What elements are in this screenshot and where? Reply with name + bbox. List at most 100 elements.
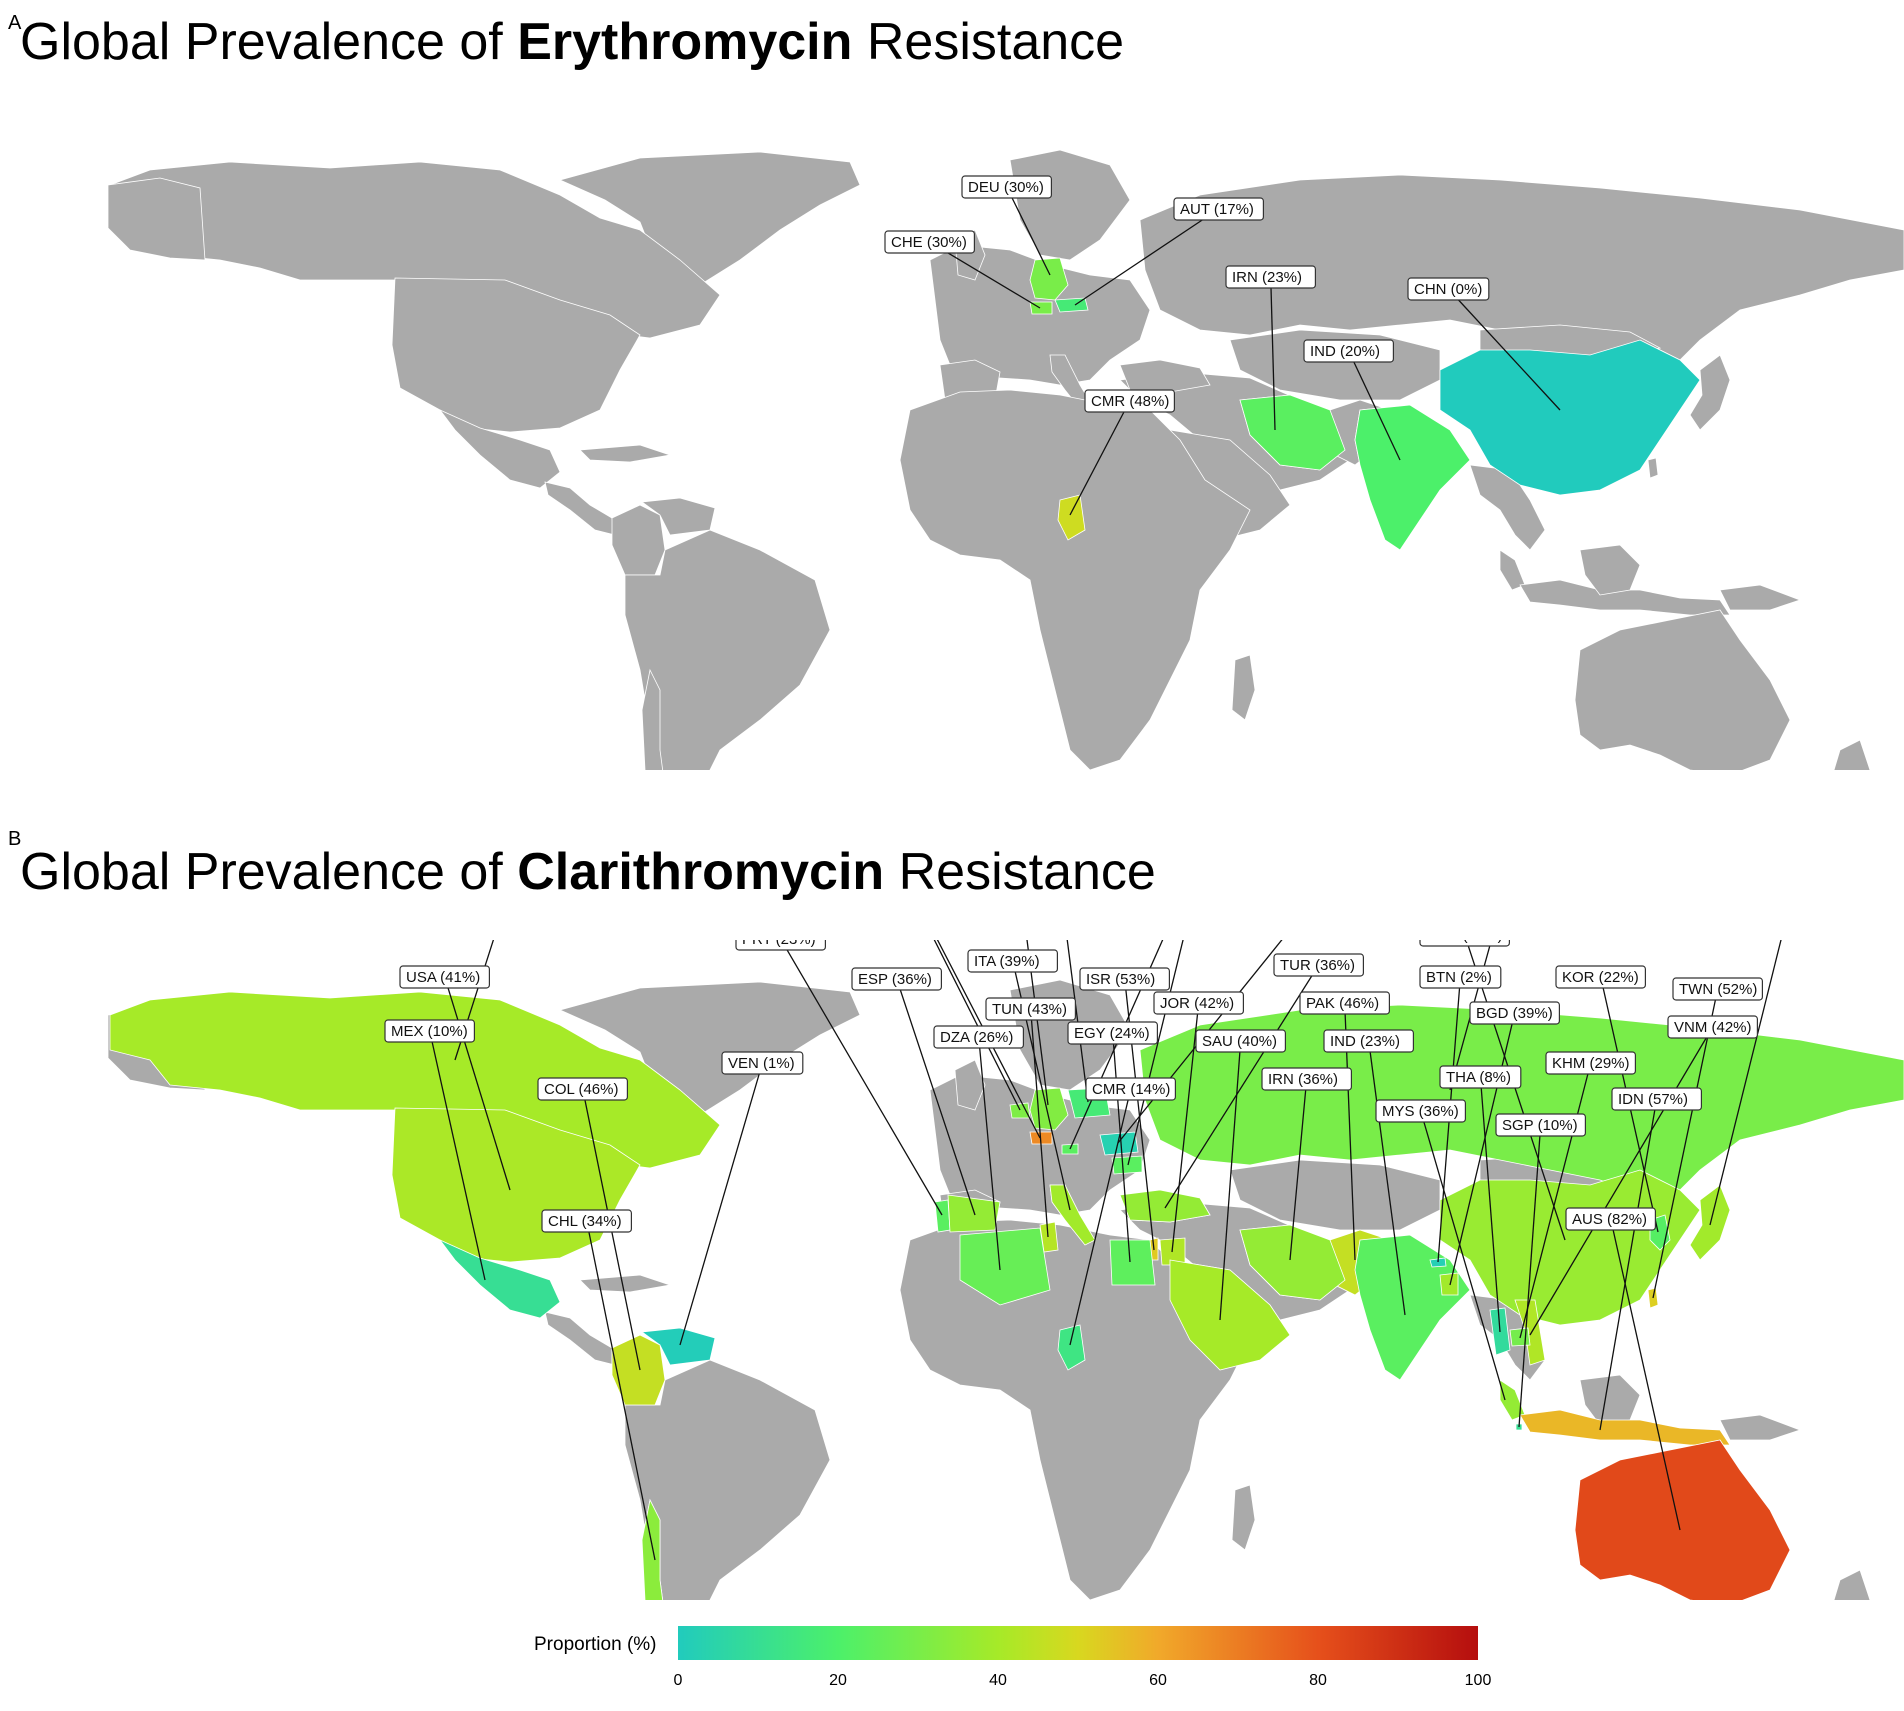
label-box — [1067, 1021, 1159, 1045]
label-text: AUS (82%) — [1572, 1211, 1647, 1228]
country-ita[interactable] — [1049, 1184, 1096, 1246]
leader-line-rou — [1117, 940, 1283, 1144]
panel-b-title-pre: Global Prevalence of — [20, 843, 518, 901]
land-png — [1719, 1414, 1802, 1441]
land-grl — [558, 981, 861, 1123]
label-text: COL (46%) — [544, 1081, 618, 1098]
country-mys[interactable] — [1499, 1379, 1526, 1421]
country-rou[interactable] — [1099, 1131, 1139, 1156]
country-aus[interactable] — [1574, 1439, 1791, 1600]
leader-line-tur — [1164, 964, 1320, 1209]
country-label-chn: CHN (37%) — [1419, 940, 1510, 947]
land-col — [611, 504, 666, 576]
land-twn — [1647, 457, 1659, 479]
label-text: CHN (37%) — [1426, 940, 1503, 944]
label-box — [985, 997, 1077, 1021]
country-col[interactable] — [611, 1334, 666, 1406]
label-box — [884, 230, 976, 254]
country-label-sgp: SGP (10%) — [1495, 1113, 1587, 1137]
land-uk — [954, 1059, 986, 1111]
leader-line-ind — [1348, 350, 1401, 461]
legend-tick-20: 20 — [829, 1672, 847, 1689]
label-box — [851, 967, 943, 991]
label-text: DZA (26%) — [940, 1029, 1013, 1046]
land-nz — [1833, 1569, 1871, 1600]
leader-line-mex — [429, 1030, 486, 1281]
land-nz — [1833, 739, 1871, 770]
label-box — [1495, 1113, 1587, 1137]
leader-line-irn — [1289, 1078, 1308, 1261]
country-label-deu: DEU (30%) — [961, 175, 1053, 199]
country-irn[interactable] — [1239, 394, 1346, 471]
country-label-irn: IRN (36%) — [1261, 1067, 1353, 1091]
country-label-idn: IDN (57%) — [1611, 1087, 1703, 1111]
country-bgd[interactable] — [1439, 1272, 1459, 1296]
label-box — [537, 1077, 629, 1101]
country-egy[interactable] — [1109, 1239, 1156, 1286]
panel-b-world-map: CAN (40%)USA (41%)MEX (10%)VEN (1%)COL (… — [107, 940, 1904, 1600]
label-text: ISR (53%) — [1086, 971, 1155, 988]
country-mex[interactable] — [439, 1239, 561, 1319]
panel-b-letter: B — [8, 828, 22, 850]
land-carib — [579, 444, 671, 463]
leader-line-sgp — [1518, 1124, 1542, 1428]
country-label-btn: BTN (2%) — [1419, 965, 1502, 989]
leader-line-khm — [1519, 1062, 1592, 1339]
label-box — [961, 175, 1053, 199]
leader-line-svn — [1069, 940, 1164, 1150]
label-text: USA (41%) — [406, 969, 480, 986]
panel-a-world-map: DEU (30%) AUT (17%) CHE (30%) IRN (23%) CHN … — [107, 149, 1904, 770]
country-prt[interactable] — [934, 1199, 951, 1233]
country-dza[interactable] — [959, 1227, 1051, 1306]
label-box — [1555, 965, 1647, 989]
label-box — [1323, 1029, 1415, 1053]
country-ind[interactable] — [1354, 404, 1471, 551]
country-tur[interactable] — [1119, 1189, 1211, 1223]
label-box — [1273, 953, 1365, 977]
country-idn[interactable] — [1519, 1409, 1731, 1446]
panel-b-title-post: Resistance — [884, 843, 1156, 901]
label-text: ESP (36%) — [858, 971, 932, 988]
country-irn[interactable] — [1239, 1224, 1346, 1301]
land-madag — [1231, 1484, 1256, 1551]
land-cam — [544, 1311, 616, 1366]
country-label-mys: MYS (36%) — [1375, 1099, 1467, 1123]
country-label-irn: IRN (23%) — [1225, 265, 1317, 289]
land-tur — [1119, 359, 1211, 393]
land-alaska — [107, 177, 206, 261]
country-label-ita: ITA (39%) — [967, 949, 1059, 973]
label-text: PAK (46%) — [1306, 995, 1379, 1012]
leader-line-jor — [1171, 1002, 1200, 1253]
label-text: CHL (34%) — [548, 1213, 622, 1230]
panel-a-title-drug: Erythromycin — [517, 13, 853, 71]
leader-line-twn — [1652, 988, 1719, 1299]
country-bgr[interactable] — [1111, 1155, 1143, 1175]
country-cmr[interactable] — [1057, 1324, 1086, 1371]
country-label-sau: SAU (40%) — [1195, 1029, 1287, 1053]
panel-b-title: Global Prevalence of Clarithromycin Resi… — [20, 842, 1156, 902]
country-label-khm: KHM (29%) — [1545, 1051, 1637, 1075]
country-sau[interactable] — [1169, 1259, 1291, 1371]
leader-line-tha — [1479, 1076, 1501, 1333]
label-text: CMR (48%) — [1091, 393, 1169, 410]
country-label-ind: IND (20%) — [1303, 339, 1395, 363]
label-text: IND (23%) — [1330, 1033, 1400, 1050]
country-label-tun: TUN (43%) — [985, 997, 1077, 1021]
land-usa — [391, 277, 641, 433]
country-cmr[interactable] — [1057, 494, 1086, 541]
land-rus — [1139, 174, 1904, 366]
label-box — [1225, 265, 1317, 289]
land-malp — [1499, 549, 1526, 591]
leader-line-usa — [444, 976, 511, 1191]
leader-line-pol — [1066, 940, 1089, 1103]
country-btn[interactable] — [1429, 1257, 1447, 1268]
leader-line-tun — [1030, 1008, 1049, 1238]
label-text: IRN (23%) — [1232, 269, 1302, 286]
country-bel[interactable] — [1009, 1102, 1031, 1119]
country-can[interactable] — [109, 991, 721, 1169]
label-box — [399, 965, 491, 989]
country-chn[interactable] — [1439, 339, 1701, 496]
label-box — [1667, 1015, 1759, 1039]
label-box — [1611, 1087, 1703, 1111]
country-ind[interactable] — [1354, 1234, 1471, 1381]
